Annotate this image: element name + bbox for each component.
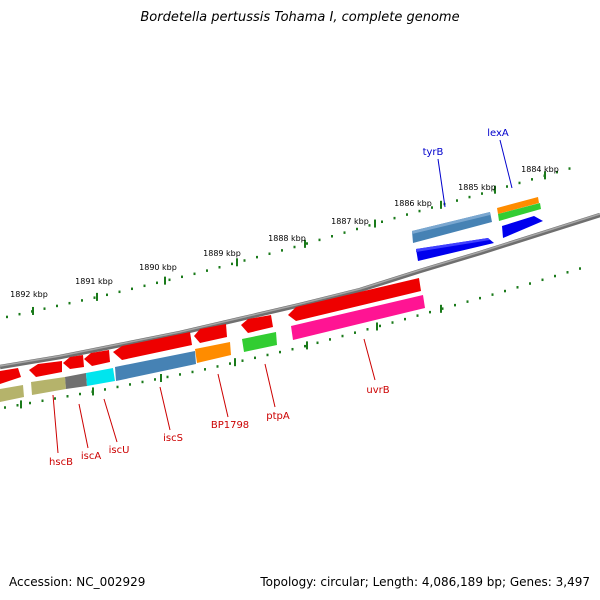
gene-block-ptpA[interactable] — [241, 315, 273, 333]
gene-block-ptpA-cds[interactable] — [242, 332, 277, 352]
label-leader-line — [217, 373, 229, 418]
gene-block-BP1798-cds[interactable] — [195, 342, 231, 363]
gene-block-iscU-cds[interactable] — [86, 368, 115, 386]
kbp-tick-label: 1891 kbp — [75, 277, 113, 286]
kbp-major-tick — [32, 306, 34, 315]
genome-backbone — [0, 212, 600, 370]
gene-block-uvrB[interactable] — [288, 278, 421, 321]
kbp-tick-label: 1884 kbp — [521, 165, 559, 174]
inner-tick-track — [4, 267, 581, 409]
gene-block-lexA-cds-orange[interactable] — [497, 197, 539, 214]
reverse-gene-label-iscS[interactable]: iscS — [163, 433, 183, 444]
gene-block-iscA[interactable] — [63, 355, 84, 369]
kbp-tick-label: 1887 kbp — [331, 217, 369, 226]
accession-text: Accession: NC_002929 — [9, 575, 146, 589]
kbp-tick-label: 1886 kbp — [394, 199, 432, 208]
kbp-major-tick — [236, 258, 238, 267]
gene-block-hscB-cds[interactable] — [31, 377, 66, 395]
kbp-major-tick — [164, 276, 166, 285]
reverse-gene-blocks — [0, 278, 425, 402]
gene-block-lexA-cds-green[interactable] — [498, 203, 541, 221]
genome-stats-text: Topology: circular; Length: 4,086,189 bp… — [260, 575, 590, 589]
gene-block-uvrB-cds[interactable] — [291, 295, 425, 340]
kbp-tick-label: 1888 kbp — [268, 234, 306, 243]
gene-block-iscS[interactable] — [113, 332, 192, 360]
reverse-gene-label-uvrB[interactable]: uvrB — [366, 385, 389, 396]
gene-block-left-edge-olive[interactable] — [0, 385, 24, 402]
label-leader-line — [52, 394, 59, 454]
reverse-gene-label-iscU[interactable]: iscU — [109, 445, 130, 456]
kbp-major-tick — [544, 171, 546, 180]
forward-gene-label-tyrB[interactable]: tyrB — [423, 147, 444, 158]
gene-block-left-edge-red[interactable] — [0, 368, 21, 384]
label-leader-line — [437, 158, 446, 208]
reverse-gene-label-ptpA[interactable]: ptpA — [266, 411, 290, 422]
kbp-major-tick — [96, 292, 98, 301]
gene-block-hscB[interactable] — [29, 361, 62, 377]
gene-labels: tyrB lexA hscB iscA iscU iscS BP1798 ptpA uvrB — [49, 128, 513, 468]
label-leader-line — [499, 139, 513, 189]
kbp-tick-label: 1885 kbp — [458, 183, 496, 192]
forward-gene-label-lexA[interactable]: lexA — [487, 128, 509, 139]
kbp-tick-label: 1892 kbp — [10, 290, 48, 299]
gene-block-lexA[interactable] — [502, 216, 543, 238]
reverse-gene-label-BP1798[interactable]: BP1798 — [211, 420, 249, 431]
gene-block-iscS-cds[interactable] — [115, 351, 196, 381]
gene-block-tyrB[interactable] — [416, 238, 494, 261]
gene-block-BP1798[interactable] — [194, 324, 227, 343]
label-leader-line — [78, 403, 89, 449]
forward-gene-blocks — [412, 197, 543, 261]
label-leader-line — [103, 398, 118, 443]
kbp-major-tick — [374, 219, 376, 228]
label-leader-line — [363, 338, 376, 381]
gene-block-iscU[interactable] — [84, 350, 110, 366]
kbp-major-tick — [304, 239, 306, 248]
map-title: Bordetella pertussis Tohama I, complete … — [140, 10, 460, 25]
gene-block-tyrB-cds[interactable] — [412, 212, 492, 243]
reverse-gene-label-hscB[interactable]: hscB — [49, 457, 73, 468]
kbp-tick-label: 1889 kbp — [203, 249, 241, 258]
kbp-major-tick — [440, 200, 442, 209]
kbp-major-tick — [494, 185, 496, 194]
outer-tick-track: 1884 kbp 1885 kbp 1886 kbp 1887 kbp 1888 kbp… — [6, 165, 571, 319]
gene-block-iscA-cds[interactable] — [65, 373, 87, 389]
label-leader-line — [264, 363, 276, 408]
reverse-gene-label-iscA[interactable]: iscA — [81, 451, 101, 462]
kbp-tick-label: 1890 kbp — [139, 263, 177, 272]
label-leader-line — [159, 386, 171, 431]
